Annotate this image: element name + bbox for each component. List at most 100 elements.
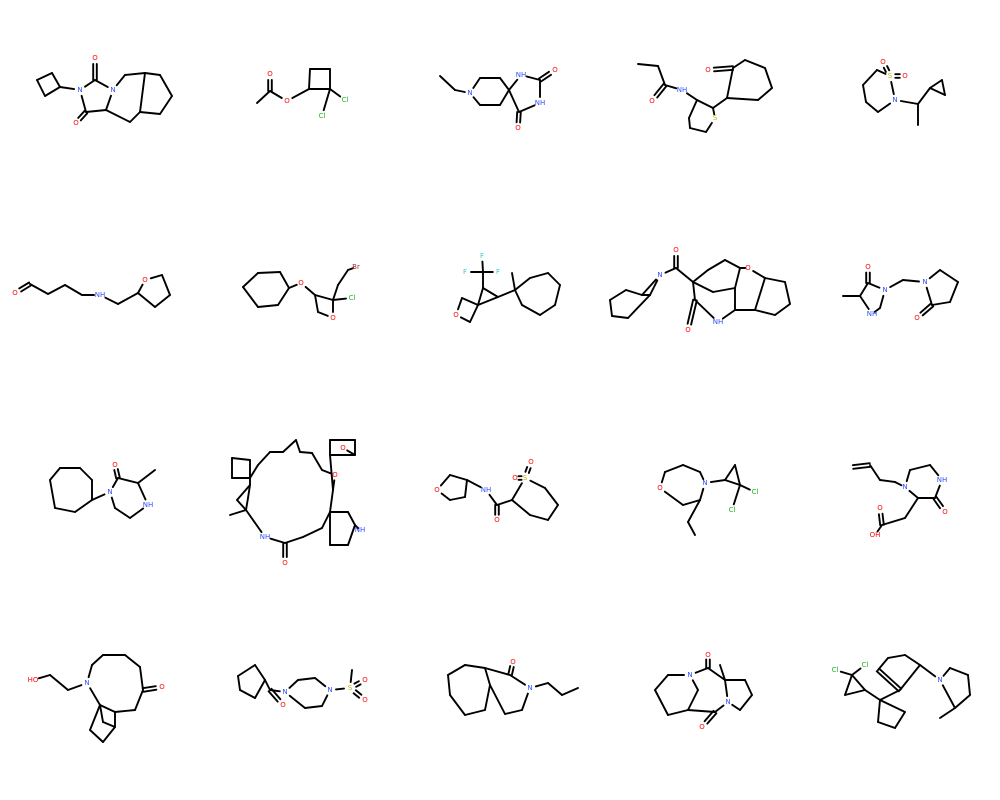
bond bbox=[752, 270, 766, 279]
bond bbox=[941, 684, 956, 709]
bond bbox=[687, 689, 699, 711]
bond bbox=[774, 303, 791, 316]
bond bbox=[257, 271, 281, 274]
bond bbox=[335, 687, 345, 691]
bond bbox=[291, 88, 310, 100]
bond bbox=[496, 499, 513, 506]
bond bbox=[694, 299, 715, 319]
atom-label: O bbox=[284, 97, 290, 105]
bond bbox=[941, 79, 946, 96]
atom-label: O bbox=[865, 263, 871, 271]
bond bbox=[514, 277, 531, 291]
atom-label: NH bbox=[677, 86, 688, 94]
bond bbox=[237, 675, 241, 691]
molecule-11: N O NH bbox=[49, 461, 156, 519]
bond bbox=[321, 469, 332, 475]
bond bbox=[919, 664, 937, 678]
bond bbox=[657, 65, 666, 86]
atom-label: NH bbox=[481, 486, 492, 494]
bond bbox=[297, 677, 316, 681]
bond bbox=[691, 679, 699, 691]
bond bbox=[347, 267, 355, 271]
bond bbox=[466, 479, 482, 489]
bond bbox=[489, 684, 506, 715]
bond bbox=[484, 684, 491, 711]
bond bbox=[929, 464, 940, 477]
atom-label: O bbox=[902, 72, 908, 80]
bond bbox=[909, 464, 931, 471]
bond bbox=[139, 666, 144, 691]
bond bbox=[709, 479, 726, 484]
bond bbox=[764, 67, 773, 89]
double-bond bbox=[79, 112, 89, 122]
double-bond bbox=[932, 498, 941, 510]
bond bbox=[304, 705, 323, 709]
bond bbox=[894, 711, 906, 729]
bond bbox=[457, 297, 463, 311]
bond bbox=[664, 84, 678, 90]
bond bbox=[89, 729, 104, 743]
bond bbox=[731, 703, 741, 711]
bond bbox=[899, 664, 921, 691]
bond bbox=[159, 95, 173, 115]
atom-label: NH bbox=[355, 526, 366, 534]
bond bbox=[91, 654, 104, 666]
bond bbox=[137, 482, 147, 501]
bond bbox=[284, 536, 304, 544]
bond bbox=[784, 281, 791, 305]
bond bbox=[844, 674, 853, 696]
bond bbox=[894, 481, 903, 487]
atom-label: O bbox=[494, 516, 500, 524]
double-bond bbox=[877, 513, 882, 527]
bond bbox=[696, 99, 714, 109]
atom-label: O bbox=[280, 701, 286, 709]
atom-label: O bbox=[453, 311, 459, 319]
atom-label: O bbox=[332, 471, 338, 479]
bond bbox=[314, 677, 327, 688]
bond bbox=[905, 469, 911, 483]
atom-label: N bbox=[107, 488, 112, 496]
bond bbox=[525, 75, 541, 81]
double-bond bbox=[706, 712, 718, 725]
bond bbox=[349, 669, 353, 683]
bond bbox=[161, 274, 171, 296]
bond bbox=[929, 87, 946, 96]
atom-label: O bbox=[942, 508, 948, 516]
bond bbox=[472, 96, 481, 106]
double-bond bbox=[852, 465, 872, 470]
bond bbox=[877, 657, 889, 671]
bond bbox=[712, 107, 716, 116]
bond bbox=[712, 287, 736, 293]
molecule-17: ON N SOO bbox=[237, 664, 368, 709]
bond bbox=[477, 287, 484, 306]
bond bbox=[279, 271, 290, 289]
bond bbox=[534, 682, 549, 688]
bond bbox=[257, 451, 271, 466]
bond bbox=[757, 87, 773, 101]
bond bbox=[904, 497, 919, 519]
atom-label: O bbox=[73, 119, 79, 127]
double-bond bbox=[712, 65, 734, 69]
bond bbox=[851, 667, 862, 676]
bond bbox=[739, 694, 753, 711]
molecule-16: HO N O bbox=[28, 654, 165, 743]
double-bond bbox=[656, 85, 668, 99]
bond bbox=[129, 111, 141, 123]
bond bbox=[675, 267, 694, 283]
atom-label: O bbox=[112, 461, 118, 469]
atom-label: O bbox=[159, 683, 165, 691]
atom-label: S bbox=[348, 684, 353, 692]
bond bbox=[49, 479, 56, 509]
bond bbox=[249, 464, 259, 479]
bond bbox=[302, 527, 323, 538]
bond bbox=[942, 667, 951, 677]
atom-label: O bbox=[745, 264, 751, 272]
bond bbox=[139, 72, 146, 113]
atom-label: O bbox=[298, 279, 304, 287]
atom-label: NH bbox=[937, 476, 948, 484]
atom-label: O bbox=[362, 676, 368, 684]
bond bbox=[332, 284, 339, 301]
double-bond bbox=[355, 683, 362, 688]
atom-label: Cl bbox=[349, 294, 356, 302]
bond bbox=[649, 279, 659, 296]
